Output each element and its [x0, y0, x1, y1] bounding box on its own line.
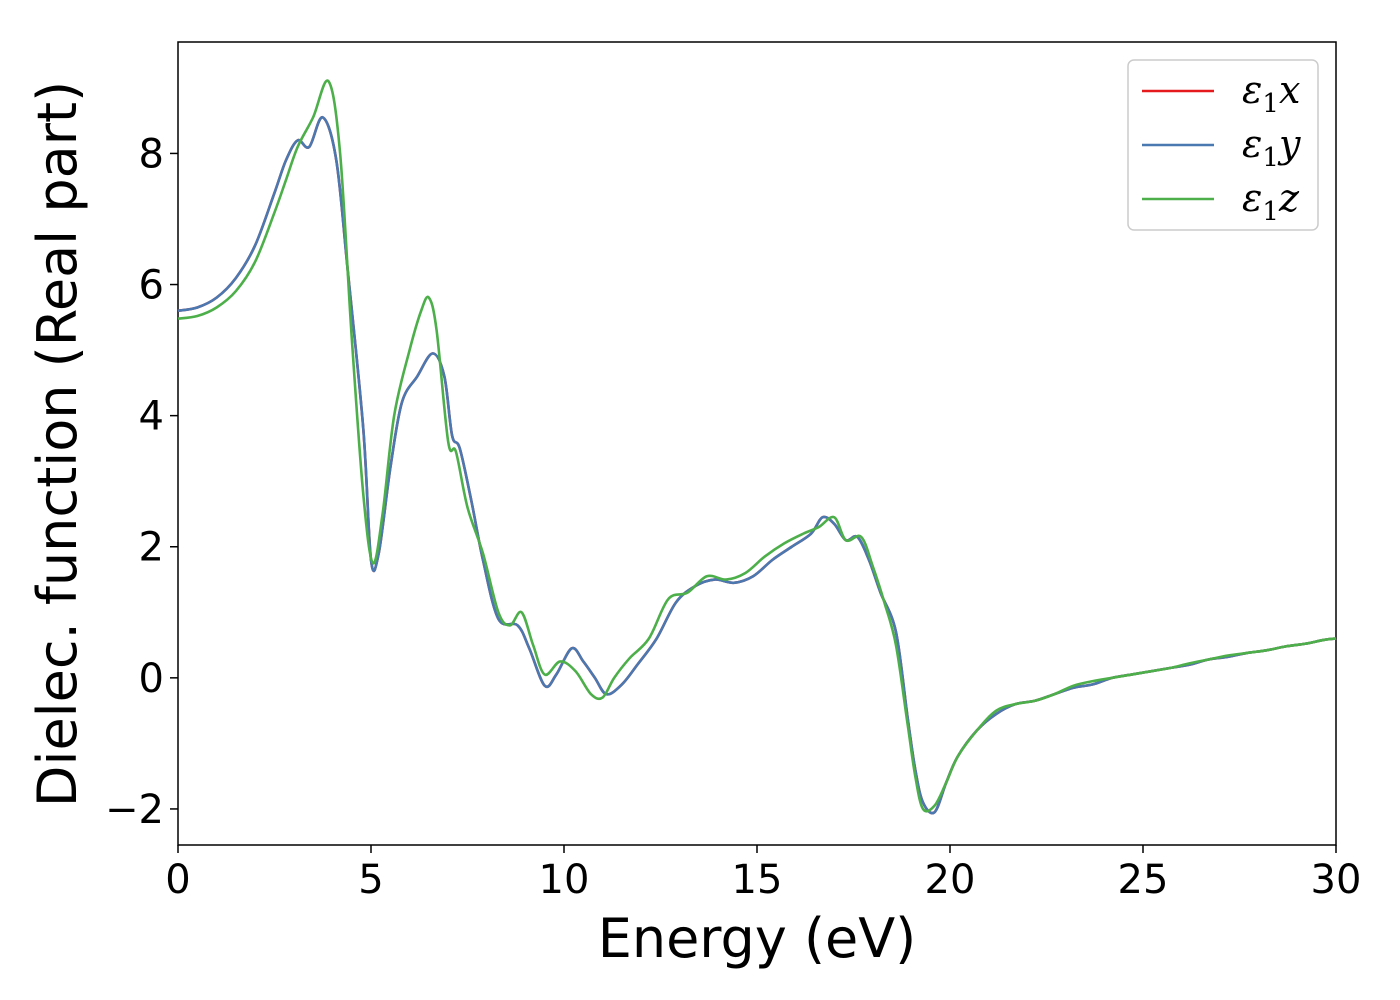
y-tick-label: −2	[105, 787, 164, 833]
legend-box	[1127, 59, 1319, 231]
y-tick-label: 0	[139, 656, 164, 702]
series-line-y	[177, 116, 1337, 815]
x-tick-label: 0	[165, 857, 190, 903]
x-tick-label: 25	[1118, 857, 1169, 903]
y-tick-label: 2	[139, 525, 164, 571]
x-tick-label: 5	[358, 857, 383, 903]
legend-label-y: ε1y	[1242, 122, 1301, 173]
y-tick-label: 4	[139, 394, 164, 440]
series-line-z	[177, 79, 1337, 813]
x-tick-label: 30	[1311, 857, 1362, 903]
y-axis-ticks: −2 0 2 4 6 8	[105, 131, 178, 833]
x-tick-label: 10	[539, 857, 590, 903]
y-tick-label: 8	[139, 131, 164, 177]
y-axis-label: Dielec. function (Real part)	[26, 81, 89, 807]
legend-label-z: ε1z	[1242, 176, 1300, 227]
x-tick-label: 15	[732, 857, 783, 903]
x-axis-ticks: 0 5 10 15 20 25 30	[165, 845, 1361, 903]
x-axis-label: Energy (eV)	[598, 907, 917, 970]
x-tick-label: 20	[925, 857, 976, 903]
series-layer	[177, 79, 1337, 815]
y-tick-label: 6	[139, 263, 164, 309]
legend-label-x: ε1x	[1242, 68, 1300, 119]
